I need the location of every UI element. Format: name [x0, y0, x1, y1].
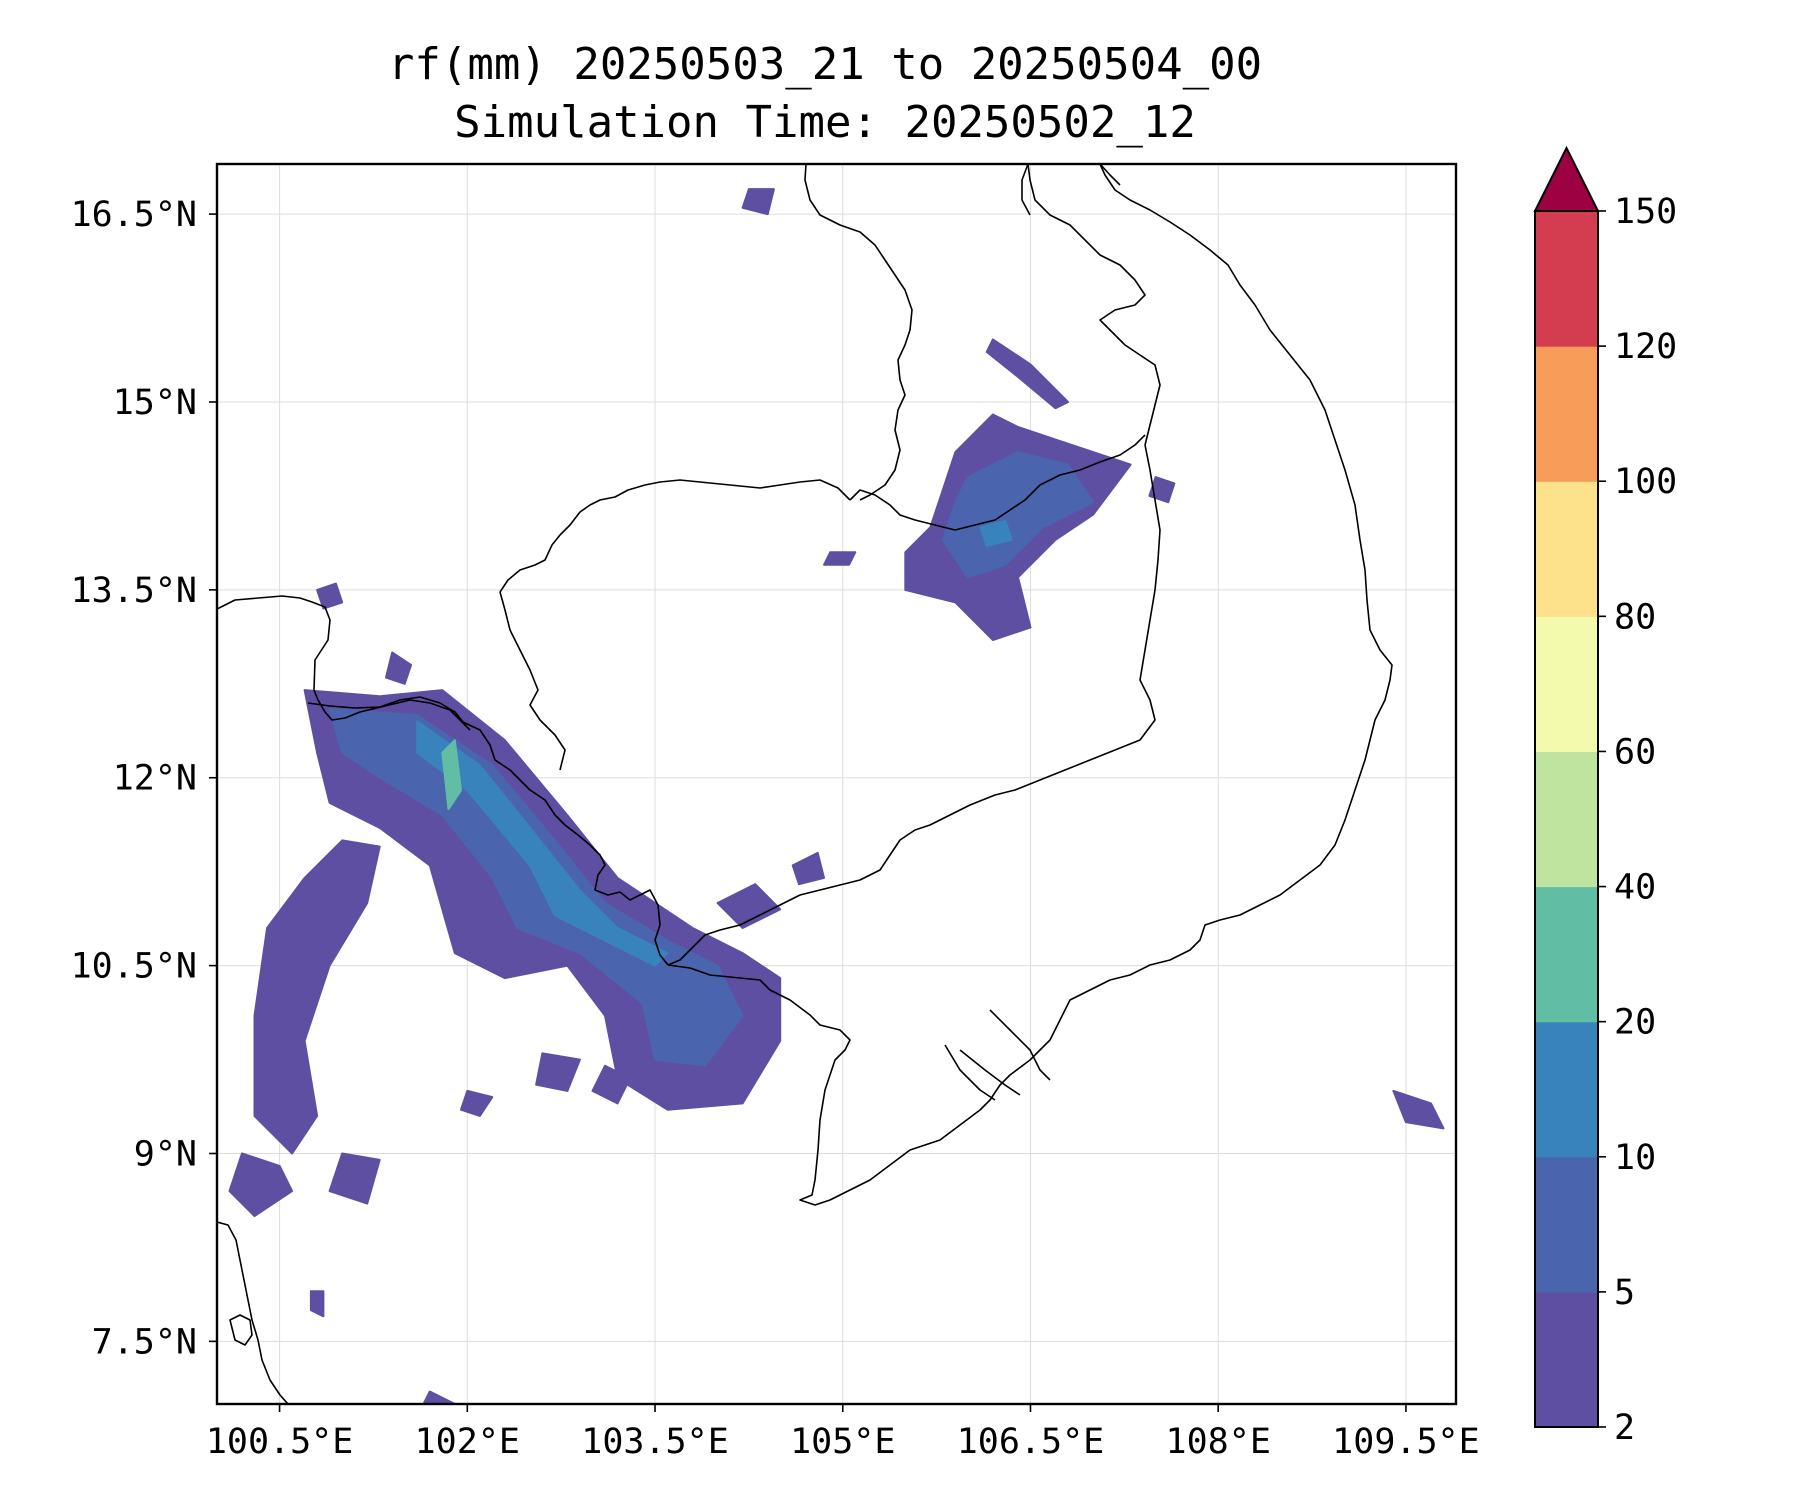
- rain-area-southwest-sea-band: [253, 839, 381, 1155]
- colorbar-bin-100: [1535, 346, 1598, 482]
- map-gridlines: [217, 164, 1456, 1404]
- colorbar-bin-120: [1535, 211, 1598, 347]
- colorbar-tick-label: 100: [1614, 462, 1677, 502]
- rain-area-gulf-shower-1: [228, 1152, 294, 1218]
- rain-area-south-speck: [422, 1390, 456, 1404]
- rain-area-coastal-speck: [716, 883, 782, 929]
- border-laos-thailand: [804, 164, 913, 501]
- colorbar-tick-label: 5: [1614, 1273, 1635, 1313]
- coastline-south-vietnam: [667, 164, 1393, 1206]
- river-mekong-1: [989, 1009, 1051, 1081]
- map-title-line2: Simulation Time: 20250502_12: [454, 97, 1196, 148]
- map-title-line1: rf(mm) 20250503_21 to 20250504_00: [388, 39, 1262, 90]
- river-mekong-2: [959, 1049, 1021, 1096]
- latitude-axis: 16.5°N 15°N 13.5°N 12°N 10.5°N 9°N 7.5°N: [71, 195, 217, 1362]
- coastlines-and-borders: [217, 164, 1393, 1404]
- lat-tick-label: 16.5°N: [71, 195, 197, 235]
- rain-area-gulf-shower-4: [591, 1064, 631, 1105]
- colorbar-bin-20: [1535, 886, 1598, 1023]
- lon-tick-label: 109.5°E: [1332, 1422, 1480, 1462]
- lat-tick-label: 13.5°N: [71, 571, 197, 611]
- rain-area-laos-speck: [823, 551, 857, 566]
- rain-area-gulf-shower-5: [460, 1089, 494, 1117]
- rain-area-thai-north-speck: [741, 188, 775, 216]
- lat-tick-label: 10.5°N: [71, 947, 197, 987]
- colorbar-tick-label: 80: [1614, 597, 1656, 637]
- colorbar-tick-label: 2: [1614, 1408, 1635, 1448]
- rainfall-field: [228, 188, 1445, 1404]
- lat-tick-label: 15°N: [113, 383, 197, 423]
- coastline-peninsula-islands: [229, 1314, 253, 1346]
- colorbar-tick-label: 120: [1614, 327, 1677, 367]
- colorbar-tick-label: 10: [1614, 1138, 1656, 1178]
- colorbar-bin-2: [1535, 1291, 1598, 1428]
- lat-tick-label: 7.5°N: [92, 1322, 197, 1362]
- rain-area-northeast-band: [985, 338, 1069, 410]
- map-frame: [215, 162, 1458, 1406]
- lon-tick-label: 108°E: [1166, 1422, 1271, 1462]
- colorbar-tick-label: 150: [1614, 192, 1677, 232]
- map-panel[interactable]: [215, 162, 1458, 1410]
- coastline-thailand-west: [217, 595, 471, 731]
- coastline-gulf-northeast: [307, 696, 669, 966]
- border-cambodia-thailand-west: [499, 591, 566, 771]
- rain-area-cambodia-speck: [791, 851, 825, 886]
- lon-tick-label: 100.5°E: [206, 1422, 354, 1462]
- lon-tick-label: 103.5°E: [581, 1422, 729, 1462]
- rain-area-thai-coast-speck: [316, 582, 344, 610]
- colorbar-tick-label: 60: [1614, 732, 1656, 772]
- coastline-peninsula-south: [217, 1221, 289, 1404]
- colorbar-bin-5: [1535, 1156, 1598, 1293]
- border-thailand-cambodia: [499, 479, 851, 593]
- border-cambodia-laos: [849, 434, 1146, 531]
- rain-area-gulf-shower-2: [328, 1152, 381, 1205]
- rain-area-west-coast-band-core: [416, 720, 669, 967]
- colorbar-bin-40: [1535, 751, 1598, 888]
- river-mekong-3: [944, 1044, 996, 1101]
- rain-area-mainland-speck: [385, 651, 412, 685]
- rain-area-border-speck: [1148, 476, 1176, 504]
- colorbar-extend-arrow: [1533, 145, 1600, 212]
- colorbar-frame: [1534, 210, 1599, 1428]
- border-north-laos-vietnam: [1099, 164, 1121, 186]
- colorbar: [1533, 145, 1600, 1428]
- colorbar-ticks: 2 5 10 20 40 60 80 100 120 150: [1598, 192, 1677, 1448]
- colorbar-tick-label: 20: [1614, 1003, 1656, 1043]
- colorbar-tick-label: 40: [1614, 868, 1656, 908]
- border-cambodia-vietnam: [667, 444, 1161, 966]
- lat-tick-label: 12°N: [113, 759, 197, 799]
- rain-area-gulf-shower-3: [535, 1052, 581, 1092]
- colorbar-bin-10: [1535, 1021, 1598, 1158]
- rain-area-northeast-cluster-peak: [979, 520, 1013, 547]
- rain-area-northeast-cluster-core: [941, 451, 1095, 579]
- border-laos-vietnam: [1027, 164, 1161, 446]
- longitude-axis: 100.5°E 102°E 103.5°E 105°E 106.5°E 108°E 109.…: [206, 1404, 1480, 1462]
- lon-tick-label: 106.5°E: [957, 1422, 1105, 1462]
- rain-area-south-speck-2: [309, 1290, 325, 1318]
- lon-tick-label: 102°E: [415, 1422, 520, 1462]
- rain-area-east-sea-speck: [1392, 1089, 1445, 1130]
- lon-tick-label: 105°E: [790, 1422, 895, 1462]
- colorbar-bin-80: [1535, 481, 1598, 617]
- border-laos-north: [1021, 164, 1031, 216]
- lat-tick-label: 9°N: [134, 1134, 197, 1174]
- rain-area-west-coast-band-peak: [441, 739, 462, 811]
- colorbar-bin-60: [1535, 616, 1598, 752]
- rain-area-west-coast-band-mid: [328, 707, 744, 1067]
